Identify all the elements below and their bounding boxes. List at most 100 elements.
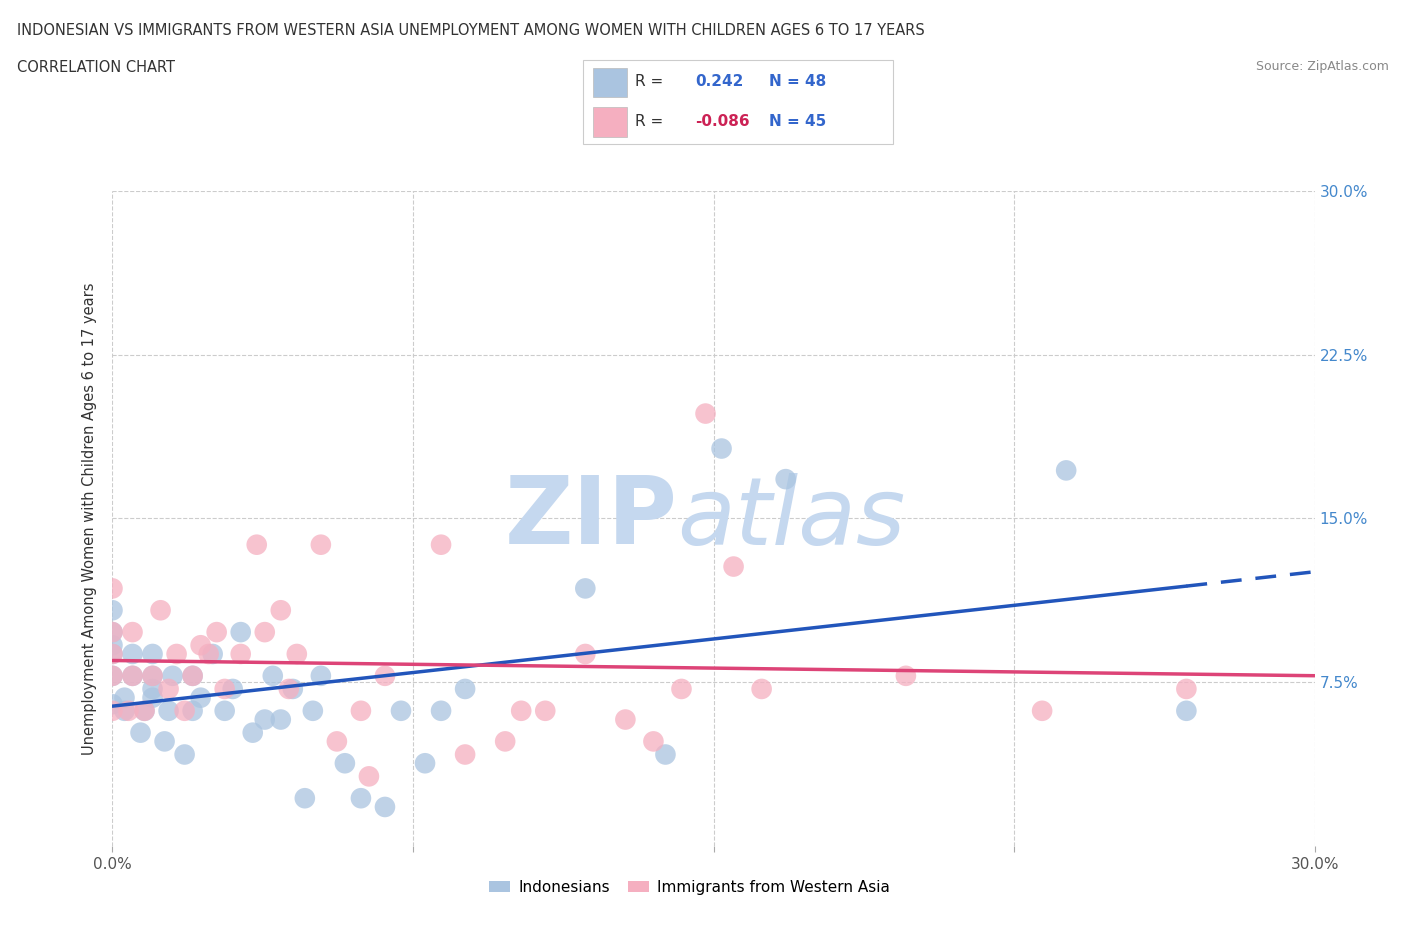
Point [723, 559, 745, 574]
Point [229, 646, 252, 661]
Legend: Indonesians, Immigrants from Western Asia: Indonesians, Immigrants from Western Asi… [482, 873, 896, 901]
FancyBboxPatch shape [593, 68, 627, 98]
Point [201, 646, 224, 661]
Point [101, 703, 124, 718]
Point [285, 646, 308, 661]
Point [181, 669, 204, 684]
Point [121, 646, 143, 661]
Point [141, 669, 163, 684]
Point [350, 703, 373, 718]
Point [294, 790, 316, 805]
Text: N = 48: N = 48 [769, 74, 827, 89]
Point [141, 682, 163, 697]
Point [121, 669, 143, 684]
Point [121, 669, 143, 684]
Point [270, 603, 292, 618]
Point [101, 697, 124, 711]
Point [1031, 703, 1053, 718]
FancyBboxPatch shape [583, 60, 893, 144]
Point [114, 690, 136, 705]
Point [695, 406, 717, 421]
Point [253, 712, 276, 727]
Point [894, 669, 917, 684]
Point [101, 646, 124, 661]
Point [430, 538, 453, 552]
Point [281, 682, 304, 697]
Point [454, 682, 477, 697]
Text: ZIP: ZIP [505, 472, 678, 565]
Point [1175, 703, 1198, 718]
Point [229, 625, 252, 640]
Point [141, 646, 163, 661]
Point [262, 669, 284, 684]
Point [162, 669, 184, 684]
Point [101, 581, 124, 596]
Point [222, 682, 245, 697]
Point [326, 734, 349, 749]
Point [153, 734, 176, 749]
Point [1054, 463, 1077, 478]
Point [141, 690, 163, 705]
Point [270, 712, 292, 727]
Point [149, 603, 172, 618]
Text: atlas: atlas [678, 473, 905, 564]
Text: N = 45: N = 45 [769, 114, 827, 129]
Point [277, 682, 299, 697]
Point [1175, 682, 1198, 697]
Point [309, 538, 332, 552]
Point [205, 625, 228, 640]
Point [166, 646, 188, 661]
Text: CORRELATION CHART: CORRELATION CHART [17, 60, 174, 75]
Point [101, 646, 124, 661]
FancyBboxPatch shape [593, 107, 627, 137]
Point [671, 682, 693, 697]
Point [413, 756, 436, 771]
Point [141, 669, 163, 684]
Point [643, 734, 665, 749]
Point [114, 703, 136, 718]
Point [302, 703, 325, 718]
Point [101, 669, 124, 684]
Point [190, 638, 212, 653]
Text: -0.086: -0.086 [695, 114, 749, 129]
Point [134, 703, 156, 718]
Point [117, 703, 139, 718]
Point [654, 747, 676, 762]
Point [389, 703, 412, 718]
Point [454, 747, 477, 762]
Point [157, 682, 180, 697]
Point [350, 790, 373, 805]
Point [357, 769, 380, 784]
Point [246, 538, 269, 552]
Point [309, 669, 332, 684]
Point [101, 625, 124, 640]
Point [197, 646, 219, 661]
Point [134, 703, 156, 718]
Point [101, 625, 124, 640]
Point [710, 441, 733, 456]
Point [374, 669, 396, 684]
Point [173, 703, 195, 718]
Point [374, 800, 396, 815]
Point [574, 581, 596, 596]
Point [214, 682, 236, 697]
Point [101, 603, 124, 618]
Point [101, 638, 124, 653]
Point [510, 703, 533, 718]
Y-axis label: Unemployment Among Women with Children Ages 6 to 17 years: Unemployment Among Women with Children A… [82, 282, 97, 755]
Text: Source: ZipAtlas.com: Source: ZipAtlas.com [1256, 60, 1389, 73]
Point [181, 669, 204, 684]
Text: INDONESIAN VS IMMIGRANTS FROM WESTERN ASIA UNEMPLOYMENT AMONG WOMEN WITH CHILDRE: INDONESIAN VS IMMIGRANTS FROM WESTERN AS… [17, 23, 925, 38]
Point [173, 747, 195, 762]
Point [121, 625, 143, 640]
Point [534, 703, 557, 718]
Text: R =: R = [634, 74, 662, 89]
Point [751, 682, 773, 697]
Point [129, 725, 152, 740]
Text: R =: R = [634, 114, 662, 129]
Point [242, 725, 264, 740]
Point [430, 703, 453, 718]
Point [333, 756, 356, 771]
Point [190, 690, 212, 705]
Point [253, 625, 276, 640]
